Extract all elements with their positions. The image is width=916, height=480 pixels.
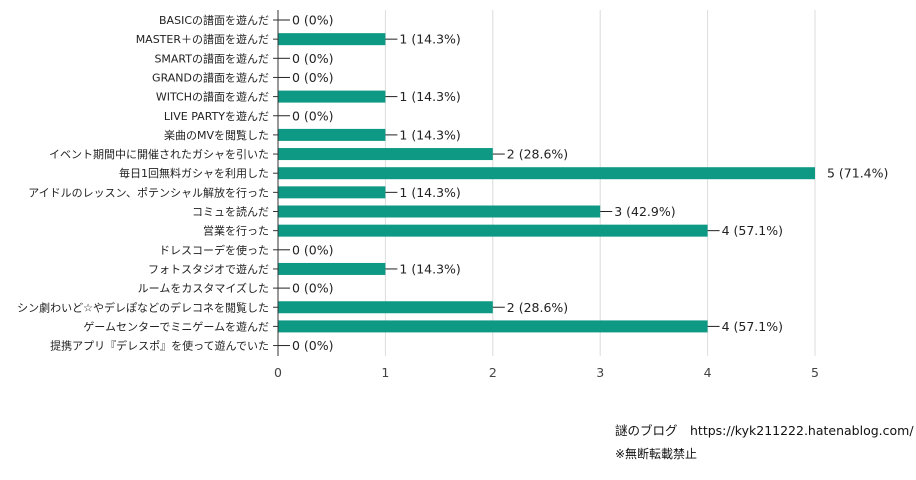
gridlines	[384, 10, 816, 356]
category-label: LIVE PARTYを遊んだ	[164, 109, 269, 123]
value-label: 3 (42.9%)	[614, 204, 675, 219]
category-label: 毎日1回無料ガシャを利用した	[119, 166, 269, 180]
bar-chart: 0 1 2 3 4 5 BASICの譜面を遊んだ 0 (0%) MASTER＋の譜面を遊んだ 1 …	[17, 10, 888, 381]
footer-copyright-note: ※無断転載禁止	[615, 447, 698, 461]
category-label: BASICの譜面を遊んだ	[159, 13, 269, 27]
category-label: ドレスコーデを使った	[159, 243, 269, 257]
labels: 0 1 2 3 4 5 BASICの譜面を遊んだ 0 (0%) MASTER＋の譜面を遊んだ 1 …	[17, 13, 888, 381]
bar	[278, 186, 386, 199]
x-tick-label: 4	[704, 365, 712, 380]
category-label: アイドルのレッスン、ポテンシャル解放を行った	[28, 185, 269, 199]
value-label: 0 (0%)	[292, 242, 334, 257]
value-label: 2 (28.6%)	[507, 300, 568, 315]
bar	[278, 205, 601, 218]
bar	[278, 320, 708, 333]
category-label: WITCHの譜面を遊んだ	[156, 90, 269, 104]
category-label: イベント期間中に開催されたガシャを引いた	[49, 147, 269, 161]
value-label: 0 (0%)	[292, 51, 334, 66]
value-label: 0 (0%)	[292, 338, 334, 353]
value-label: 1 (14.3%)	[399, 185, 460, 200]
value-label: 2 (28.6%)	[507, 147, 568, 162]
value-label: 1 (14.3%)	[399, 89, 460, 104]
value-label: 5 (71.4%)	[827, 166, 888, 181]
x-tick-label: 5	[811, 365, 819, 380]
x-tick-label: 2	[489, 365, 497, 380]
bar	[278, 90, 386, 103]
bar	[278, 33, 386, 46]
bar	[278, 224, 708, 237]
bar	[278, 148, 493, 161]
value-label: 1 (14.3%)	[399, 127, 460, 142]
category-label: 営業を行った	[203, 224, 269, 238]
footer-blog-credit: 謎のブログ https://kyk211222.hatenablog.com/	[615, 423, 914, 438]
category-label: ルームをカスタマイズした	[138, 281, 269, 295]
category-label: MASTER＋の譜面を遊んだ	[136, 32, 269, 46]
x-tick-label: 0	[274, 365, 282, 380]
value-label: 0 (0%)	[292, 281, 334, 296]
value-label: 1 (14.3%)	[399, 32, 460, 47]
value-label: 0 (0%)	[292, 13, 334, 28]
bars	[278, 33, 815, 333]
category-label: 楽曲のMVを閲覧した	[164, 128, 269, 142]
category-label: フォトスタジオで遊んだ	[148, 262, 269, 276]
category-label: シン劇わいど☆やデレぽなどのデレコネを閲覧した	[17, 300, 269, 314]
value-label: 4 (57.1%)	[722, 223, 783, 238]
value-label: 0 (0%)	[292, 70, 334, 85]
x-tick-label: 3	[596, 365, 604, 380]
axes	[273, 10, 279, 356]
value-label: 1 (14.3%)	[399, 261, 460, 276]
category-label: 提携アプリ『デレスポ』を使って遊んでいた	[50, 339, 269, 353]
bar	[278, 301, 493, 314]
bar	[278, 128, 386, 141]
value-label: 0 (0%)	[292, 108, 334, 123]
bar	[278, 167, 815, 180]
value-label: 4 (57.1%)	[722, 319, 783, 334]
category-label: SMARTの譜面を遊んだ	[154, 51, 269, 65]
x-tick-label: 1	[381, 365, 389, 380]
bar	[278, 262, 386, 275]
category-label: GRANDの譜面を遊んだ	[152, 70, 269, 84]
category-label: コミュを読んだ	[192, 205, 269, 219]
category-label: ゲームセンターでミニゲームを遊んだ	[83, 319, 269, 333]
